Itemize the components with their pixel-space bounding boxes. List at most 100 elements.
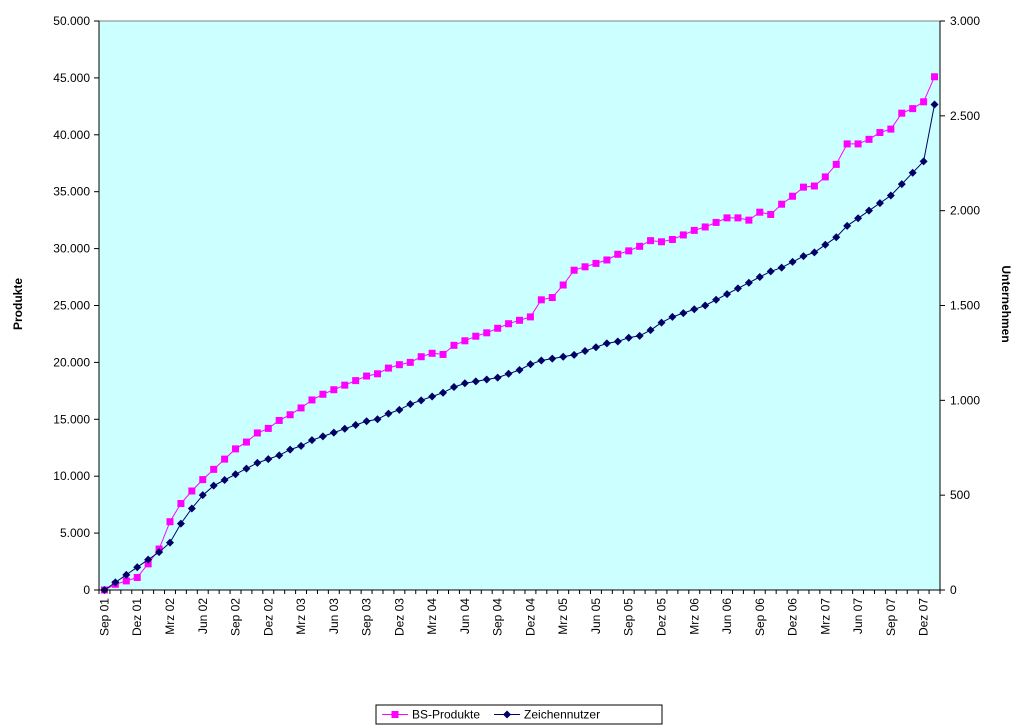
data-point bbox=[231, 470, 240, 479]
data-point bbox=[406, 400, 415, 409]
x-tick-label: Sep 01 bbox=[97, 598, 111, 636]
right-tick-label: 2.500 bbox=[950, 109, 980, 123]
left-tick-label: 25.000 bbox=[53, 299, 90, 313]
data-point bbox=[471, 377, 480, 386]
legend-label-bs-produkte: BS-Produkte bbox=[412, 708, 480, 722]
data-point bbox=[789, 192, 797, 200]
data-point bbox=[166, 518, 174, 526]
data-point bbox=[548, 354, 557, 363]
data-point bbox=[210, 465, 218, 473]
data-point bbox=[897, 180, 906, 189]
data-point bbox=[188, 487, 196, 495]
x-tick-label: Sep 06 bbox=[753, 598, 767, 636]
data-point bbox=[428, 392, 437, 401]
data-point bbox=[395, 361, 403, 369]
data-point bbox=[712, 295, 721, 304]
data-point bbox=[340, 424, 349, 433]
data-point bbox=[318, 432, 327, 441]
x-tick-label: Jun 05 bbox=[589, 598, 603, 634]
x-tick-label: Jun 04 bbox=[458, 598, 472, 634]
data-point bbox=[165, 538, 174, 547]
data-point bbox=[122, 577, 130, 585]
data-point bbox=[384, 409, 393, 418]
data-point bbox=[220, 475, 229, 484]
data-point bbox=[362, 417, 371, 426]
data-point bbox=[548, 294, 556, 302]
data-point bbox=[592, 259, 600, 267]
data-point bbox=[307, 436, 316, 445]
data-point bbox=[449, 383, 458, 392]
data-point bbox=[297, 441, 306, 450]
data-point bbox=[887, 125, 895, 133]
x-tick-label: Mrz 03 bbox=[294, 598, 308, 635]
data-point bbox=[799, 252, 808, 261]
data-point bbox=[657, 238, 665, 246]
data-point bbox=[723, 290, 732, 299]
data-point bbox=[351, 420, 360, 429]
data-point bbox=[810, 248, 819, 257]
data-point bbox=[264, 455, 273, 464]
data-point bbox=[832, 160, 840, 168]
data-point bbox=[373, 415, 382, 424]
data-point bbox=[352, 377, 360, 385]
data-point bbox=[177, 500, 185, 508]
data-point bbox=[505, 320, 513, 328]
data-point bbox=[264, 424, 272, 432]
data-point bbox=[570, 350, 579, 359]
right-tick-label: 2.000 bbox=[950, 204, 980, 218]
data-point bbox=[482, 375, 491, 384]
data-point bbox=[460, 379, 469, 388]
left-tick-label: 45.000 bbox=[53, 71, 90, 85]
data-point bbox=[144, 555, 153, 564]
data-point bbox=[581, 263, 589, 271]
data-point bbox=[875, 199, 884, 208]
data-point bbox=[701, 301, 710, 310]
data-point bbox=[723, 214, 731, 222]
data-point bbox=[515, 365, 524, 374]
left-tick-label: 50.000 bbox=[53, 14, 90, 28]
left-tick-label: 35.000 bbox=[53, 185, 90, 199]
data-point bbox=[133, 563, 142, 572]
data-point bbox=[930, 100, 939, 109]
data-point bbox=[144, 560, 152, 568]
left-tick-label: 30.000 bbox=[53, 242, 90, 256]
data-point bbox=[526, 360, 535, 369]
data-point bbox=[341, 381, 349, 389]
left-tick-label: 0 bbox=[83, 583, 90, 597]
data-point bbox=[603, 256, 611, 264]
right-axis-title: Unternehmen bbox=[999, 265, 1013, 342]
data-point bbox=[756, 208, 764, 216]
data-point bbox=[286, 411, 294, 419]
x-tick-label: Dez 02 bbox=[261, 598, 275, 636]
right-tick-label: 3.000 bbox=[950, 14, 980, 28]
x-tick-label: Dez 05 bbox=[654, 598, 668, 636]
x-tick-label: Dez 07 bbox=[917, 598, 931, 636]
right-tick-label: 500 bbox=[950, 488, 970, 502]
data-point bbox=[931, 73, 939, 81]
legend-marker-bs-produkte bbox=[391, 711, 399, 718]
data-point bbox=[537, 296, 545, 304]
data-point bbox=[428, 349, 436, 357]
data-point bbox=[559, 352, 568, 361]
legend-label-zeichennutzer: Zeichennutzer bbox=[524, 708, 600, 722]
data-point bbox=[581, 347, 590, 356]
data-point bbox=[854, 140, 862, 148]
data-point bbox=[187, 504, 196, 513]
x-axis: Sep 01 Dez 01 Mrz 02 Jun 02 Sep 02 Dez 02 Mrz … bbox=[97, 589, 941, 636]
data-point bbox=[821, 240, 830, 249]
left-tick-label: 20.000 bbox=[53, 355, 90, 369]
data-point bbox=[788, 257, 797, 266]
data-point bbox=[232, 445, 240, 453]
data-point bbox=[745, 216, 753, 224]
data-point bbox=[777, 263, 786, 272]
x-tick-label: Mrz 04 bbox=[425, 598, 439, 635]
data-point bbox=[668, 235, 676, 243]
x-tick-label: Mrz 06 bbox=[687, 598, 701, 635]
data-point bbox=[275, 416, 283, 424]
data-point bbox=[242, 464, 251, 473]
data-point bbox=[876, 129, 884, 137]
data-point bbox=[854, 214, 863, 223]
data-point bbox=[778, 200, 786, 208]
series-zeichennutzer bbox=[100, 100, 939, 594]
series-layer bbox=[100, 73, 939, 594]
